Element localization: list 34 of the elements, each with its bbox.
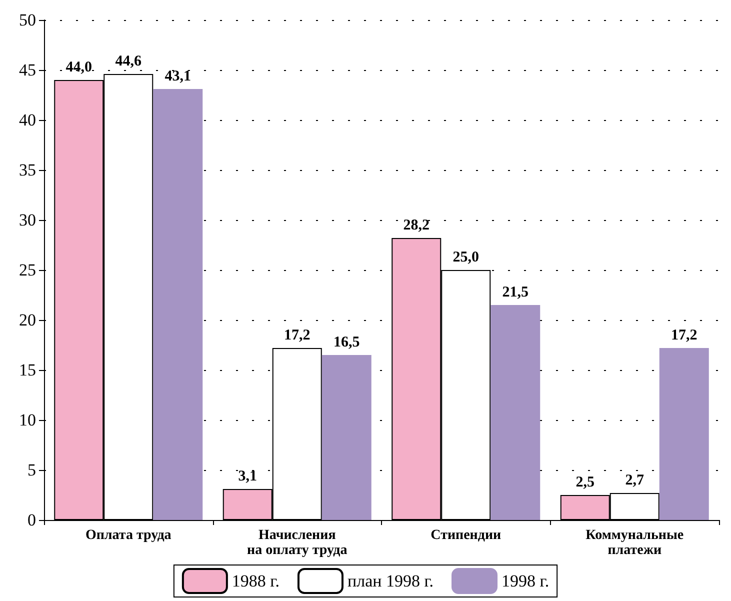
data-label: 2,7 bbox=[625, 472, 644, 488]
data-label: 16,5 bbox=[334, 334, 360, 350]
x-tick-label: Оплата труда bbox=[85, 528, 172, 543]
y-tick-label: 30 bbox=[19, 210, 36, 230]
x-tick-label: Начисления на оплату труда bbox=[247, 528, 348, 558]
y-tick-label: 25 bbox=[19, 260, 36, 280]
x-tick-label: Коммунальные платежи bbox=[586, 528, 684, 558]
y-tick-label: 50 bbox=[19, 10, 36, 30]
y-tick-label: 5 bbox=[28, 460, 36, 480]
bar bbox=[153, 89, 203, 520]
bar bbox=[490, 305, 540, 520]
y-tick-label: 10 bbox=[19, 410, 36, 430]
data-label: 2,5 bbox=[576, 474, 594, 490]
data-label: 21,5 bbox=[502, 284, 528, 300]
data-label: 43,1 bbox=[164, 68, 191, 84]
data-label: 17,2 bbox=[671, 328, 698, 344]
data-label: 44,6 bbox=[115, 54, 142, 70]
data-label: 17,2 bbox=[284, 328, 310, 344]
data-label: 44,0 bbox=[66, 60, 92, 76]
x-tick-label: Стипендии bbox=[430, 528, 502, 543]
legend-label: план 1998 г. bbox=[347, 572, 434, 590]
y-tick-label: 35 bbox=[19, 160, 36, 180]
y-tick-label: 0 bbox=[28, 510, 36, 530]
data-label: 3,1 bbox=[238, 468, 257, 484]
y-tick-label: 45 bbox=[19, 60, 36, 80]
bar bbox=[659, 348, 709, 520]
bar bbox=[322, 355, 372, 520]
y-tick-label: 15 bbox=[19, 360, 36, 380]
y-tick-label: 20 bbox=[19, 310, 36, 330]
y-tick-label: 40 bbox=[19, 110, 36, 130]
legend-label: 1988 г. bbox=[232, 572, 280, 590]
legend-label: 1998 г. bbox=[502, 572, 550, 590]
data-label: 28,2 bbox=[403, 218, 430, 234]
data-label: 25,0 bbox=[452, 250, 479, 266]
